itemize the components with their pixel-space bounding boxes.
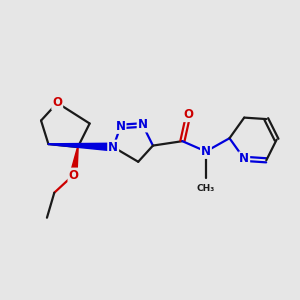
Text: N: N — [239, 152, 249, 165]
Text: N: N — [201, 145, 211, 158]
Text: O: O — [52, 96, 62, 110]
Text: N: N — [108, 141, 118, 154]
Text: N: N — [116, 120, 126, 133]
Text: N: N — [138, 118, 148, 131]
Polygon shape — [70, 147, 78, 176]
Text: O: O — [68, 169, 78, 182]
Text: O: O — [183, 108, 193, 121]
Text: CH₃: CH₃ — [197, 184, 215, 193]
Polygon shape — [48, 143, 113, 151]
